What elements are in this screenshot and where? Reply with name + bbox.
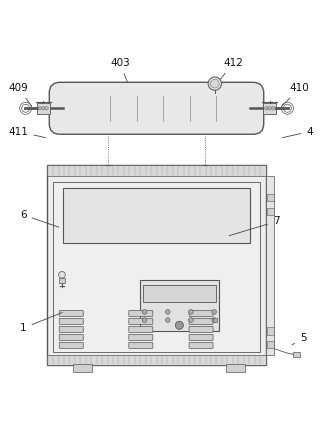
FancyBboxPatch shape xyxy=(189,342,213,348)
Text: 403: 403 xyxy=(110,58,132,94)
FancyBboxPatch shape xyxy=(129,342,153,348)
Text: 5: 5 xyxy=(292,333,306,345)
Text: 411: 411 xyxy=(8,127,46,138)
Text: 410: 410 xyxy=(282,83,310,106)
Circle shape xyxy=(271,107,275,110)
Text: 6: 6 xyxy=(20,210,59,227)
FancyBboxPatch shape xyxy=(59,319,83,324)
FancyBboxPatch shape xyxy=(59,326,83,332)
Circle shape xyxy=(38,107,42,110)
FancyBboxPatch shape xyxy=(189,334,213,340)
Text: 412: 412 xyxy=(217,58,243,83)
Bar xyxy=(293,352,300,357)
Bar xyxy=(47,165,266,175)
Circle shape xyxy=(166,318,170,323)
Bar xyxy=(267,341,274,348)
Bar xyxy=(140,280,219,331)
Text: 409: 409 xyxy=(8,83,32,106)
Bar xyxy=(226,364,245,372)
Bar xyxy=(73,364,92,372)
FancyBboxPatch shape xyxy=(59,334,83,340)
FancyBboxPatch shape xyxy=(59,311,83,316)
Circle shape xyxy=(188,318,193,323)
FancyBboxPatch shape xyxy=(189,311,213,316)
Circle shape xyxy=(142,310,147,314)
Bar xyxy=(143,285,215,302)
Circle shape xyxy=(142,318,147,323)
Bar xyxy=(53,182,260,352)
Circle shape xyxy=(59,272,65,278)
Bar xyxy=(59,278,65,283)
Circle shape xyxy=(265,107,268,110)
Circle shape xyxy=(210,79,219,88)
Circle shape xyxy=(208,77,221,90)
Bar xyxy=(63,188,250,243)
Bar xyxy=(47,165,266,365)
FancyBboxPatch shape xyxy=(189,319,213,324)
FancyBboxPatch shape xyxy=(129,319,153,324)
Circle shape xyxy=(188,310,193,314)
FancyBboxPatch shape xyxy=(189,326,213,332)
FancyBboxPatch shape xyxy=(129,311,153,316)
Text: 7: 7 xyxy=(229,217,280,236)
Bar xyxy=(266,175,274,355)
Circle shape xyxy=(268,107,271,110)
Circle shape xyxy=(166,310,170,314)
Bar xyxy=(263,103,276,113)
FancyBboxPatch shape xyxy=(129,326,153,332)
Bar xyxy=(37,103,50,113)
Text: 1: 1 xyxy=(20,312,62,333)
Circle shape xyxy=(175,321,183,329)
Circle shape xyxy=(42,107,45,110)
Bar xyxy=(267,327,274,335)
Bar xyxy=(267,194,274,201)
Circle shape xyxy=(212,318,216,323)
FancyBboxPatch shape xyxy=(129,334,153,340)
FancyBboxPatch shape xyxy=(49,82,264,134)
Circle shape xyxy=(212,310,216,314)
Bar xyxy=(213,318,217,322)
Circle shape xyxy=(45,107,48,110)
Text: 4: 4 xyxy=(282,127,313,138)
Bar xyxy=(47,355,266,365)
FancyBboxPatch shape xyxy=(59,342,83,348)
Bar xyxy=(267,207,274,215)
